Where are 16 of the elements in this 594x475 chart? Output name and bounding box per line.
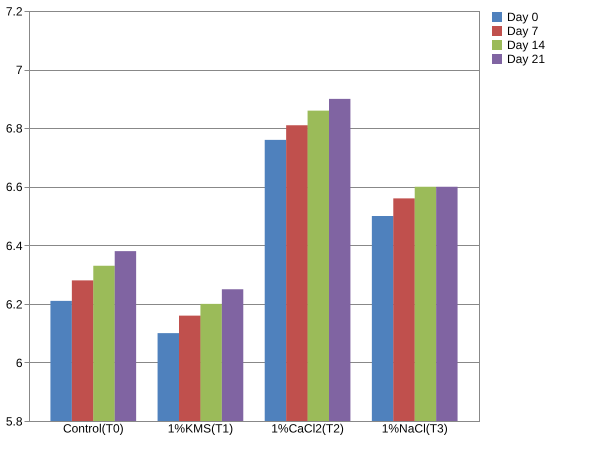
y-tick-label: 6 <box>16 356 23 370</box>
x-tick-label: 1%NaCl(T3) <box>382 422 448 436</box>
legend-label: Day 0 <box>507 10 539 24</box>
y-tick-label: 7 <box>16 63 23 78</box>
x-tick-label: Control(T0) <box>62 422 124 436</box>
y-tick-label: 6.8 <box>6 122 23 136</box>
x-tick-label: 1%KMS(T1) <box>168 422 234 436</box>
legend-label: Day 7 <box>507 24 539 38</box>
legend-label: Day 21 <box>507 52 546 66</box>
y-tick-label: 5.8 <box>6 414 23 428</box>
y-tick-label: 6.2 <box>6 297 23 312</box>
y-tick-label: 7.2 <box>6 4 23 18</box>
y-tick-label: 6.6 <box>6 180 23 194</box>
legend-label: Day 14 <box>507 38 546 52</box>
x-tick-label: 1%CaCl2(T2) <box>271 422 344 436</box>
y-tick-label: 6.4 <box>6 238 23 253</box>
